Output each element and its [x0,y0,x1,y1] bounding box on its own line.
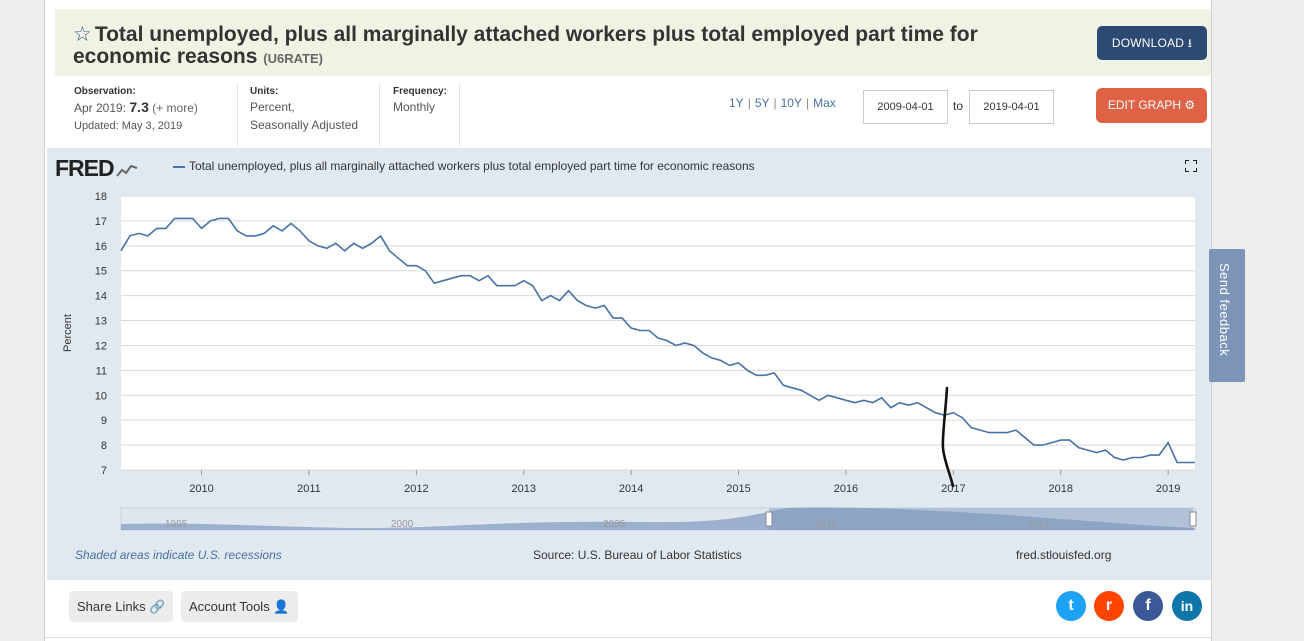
gear-icon: ⚙ [1184,98,1196,112]
y-tick-label: 9 [101,415,107,427]
range-max[interactable]: Max [813,96,836,110]
star-icon[interactable]: ☆ [73,23,92,46]
download-icon: ⭳ [1187,36,1193,50]
units-line2: Seasonally Adjusted [250,118,359,132]
observation-value: 7.3 [129,99,149,115]
fred-logo: FRED [55,155,138,182]
link-icon: 🔗 [149,599,166,614]
units-block: Units: Percent, Seasonally Adjusted [250,86,358,134]
navigator-label: 2005 [603,519,626,530]
y-tick-label: 12 [95,340,107,352]
x-tick-label: 2015 [726,483,750,495]
to-label: to [953,99,964,113]
x-tick-label: 2011 [297,483,321,495]
units-label: Units: [250,86,279,97]
y-tick-label: 17 [95,216,107,228]
x-tick-label: 2012 [404,483,428,495]
x-tick-label: 2010 [189,483,213,495]
send-feedback-button[interactable]: Send feedback [1209,249,1245,382]
y-tick-label: 14 [95,291,107,303]
recession-note[interactable]: Shaded areas indicate U.S. recessions [75,548,282,562]
graph-panel: FRED Total unemployed, plus all marginal… [47,148,1211,580]
date-from-input[interactable]: 2009-04-01 [863,90,948,124]
page: ☆ Total unemployed, plus all marginally a… [44,0,1213,641]
navigator-label: 2010 [815,519,838,530]
x-tick-label: 2017 [941,483,965,495]
chart: 7 8 9 10 11 12 13 14 15 16 17 18 2010 2011 2012 2013 201… [62,191,1197,531]
y-tick-label: 18 [95,191,107,203]
y-tick-label: 15 [95,266,107,278]
account-tools-label: Account Tools [189,599,270,614]
date-to-input[interactable]: 2019-04-01 [969,90,1054,124]
range-links: 1Y | 5Y | 10Y | Max [729,96,836,110]
navigator-handle-right [1189,511,1197,527]
updated-date: Updated: May 3, 2019 [74,120,183,132]
facebook-icon[interactable]: f [1133,591,1163,621]
legend-swatch [173,165,185,168]
plot-area [121,196,1195,470]
site-link[interactable]: fred.stlouisfed.org [1016,548,1112,562]
title-bar: ☆ Total unemployed, plus all marginally a… [55,9,1211,76]
navigator-label: 2015 [1027,519,1050,530]
x-tick-label: 2014 [619,483,643,495]
observation-date: Apr 2019: [74,101,127,115]
share-links-label: Share Links [77,599,146,614]
fred-logo-text: FRED [55,155,115,181]
fred-chart-icon [115,164,137,177]
edit-graph-label: EDIT GRAPH [1107,98,1181,112]
divider [45,637,1213,638]
y-tick-label: 10 [95,390,107,402]
legend-label: Total unemployed, plus all marginally at… [189,159,755,173]
download-label: DOWNLOAD [1111,36,1185,50]
x-tick-label: 2019 [1156,483,1180,495]
download-button[interactable]: DOWNLOAD ⭳ [1097,26,1207,60]
divider [379,84,380,146]
units-line1: Percent, [250,100,295,114]
range-1y[interactable]: 1Y [729,96,744,110]
series-line [120,217,1195,464]
linkedin-icon[interactable]: in [1172,591,1202,621]
y-tick-label: 8 [101,440,107,452]
series-id: (U6RATE) [263,51,323,66]
share-links-button[interactable]: Share Links 🔗 [69,591,174,622]
series-title: Total unemployed, plus all marginally at… [73,23,978,68]
page-title: ☆ Total unemployed, plus all marginally a… [73,24,1073,70]
more-link[interactable]: (+ more) [152,101,198,115]
navigator-label: 1995 [165,519,188,530]
x-tick-label: 2013 [512,483,536,495]
edit-graph-button[interactable]: EDIT GRAPH ⚙ [1096,88,1207,123]
observation-block: Observation: Apr 2019: 7.3 (+ more) Upda… [74,86,198,135]
frequency-value: Monthly [393,100,436,114]
y-tick-label: 13 [95,316,107,328]
x-tick-label: 2016 [834,483,858,495]
chart-legend: Total unemployed, plus all marginally at… [173,159,755,173]
source-text: Source: U.S. Bureau of Labor Statistics [533,548,742,562]
x-tick-label: 2018 [1049,483,1073,495]
user-icon: 👤 [273,599,290,614]
divider [237,84,238,146]
observation-label: Observation: [74,86,136,97]
navigator-area [121,507,1195,530]
reddit-icon[interactable]: r [1094,591,1124,621]
y-axis-label: Percent [62,314,74,352]
twitter-icon[interactable]: t [1056,591,1086,621]
range-5y[interactable]: 5Y [754,96,770,110]
account-tools-button[interactable]: Account Tools 👤 [181,591,298,622]
y-tick-label: 7 [101,465,107,477]
frequency-label: Frequency: [393,86,447,97]
range-10y[interactable]: 10Y [780,96,802,110]
navigator-label: 2000 [391,519,414,530]
send-feedback-label: Send feedback [1217,263,1232,357]
y-tick-label: 11 [96,365,107,377]
navigator-handle-left [765,511,773,527]
y-tick-label: 16 [95,241,107,253]
annotation-mark [941,386,955,488]
divider [459,84,460,146]
frequency-block: Frequency: Monthly [393,86,447,116]
